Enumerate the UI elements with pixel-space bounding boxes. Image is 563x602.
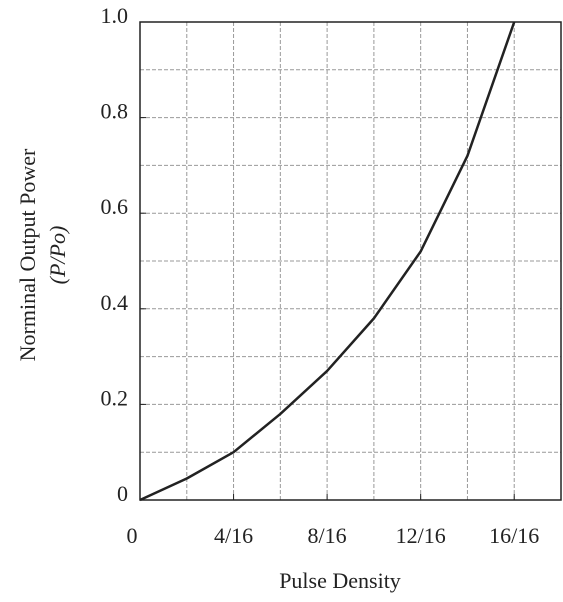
line	[139, 21, 516, 502]
y-tick-label: 0.4	[101, 290, 129, 315]
x-tick-label: 0	[127, 523, 138, 548]
y-tick-label: 0.8	[101, 99, 129, 124]
plot-frame	[139, 21, 562, 501]
x-tick-label: 16/16	[489, 523, 539, 548]
x-tick-label: 12/16	[396, 523, 446, 548]
x-axis-label: Pulse Density	[279, 568, 401, 593]
y-tick-label: 0.2	[101, 385, 129, 410]
y-tick-label: 1.0	[101, 3, 129, 28]
y-tick-label: 0.6	[101, 194, 129, 219]
y-tick-label: 0	[117, 481, 128, 506]
x-tick-label: 4/16	[214, 523, 253, 548]
y-axis-unit: (P/Po)	[45, 226, 70, 285]
y-axis-label: Norminal Output Power	[15, 148, 40, 361]
x-tick-label: 8/16	[308, 523, 347, 548]
